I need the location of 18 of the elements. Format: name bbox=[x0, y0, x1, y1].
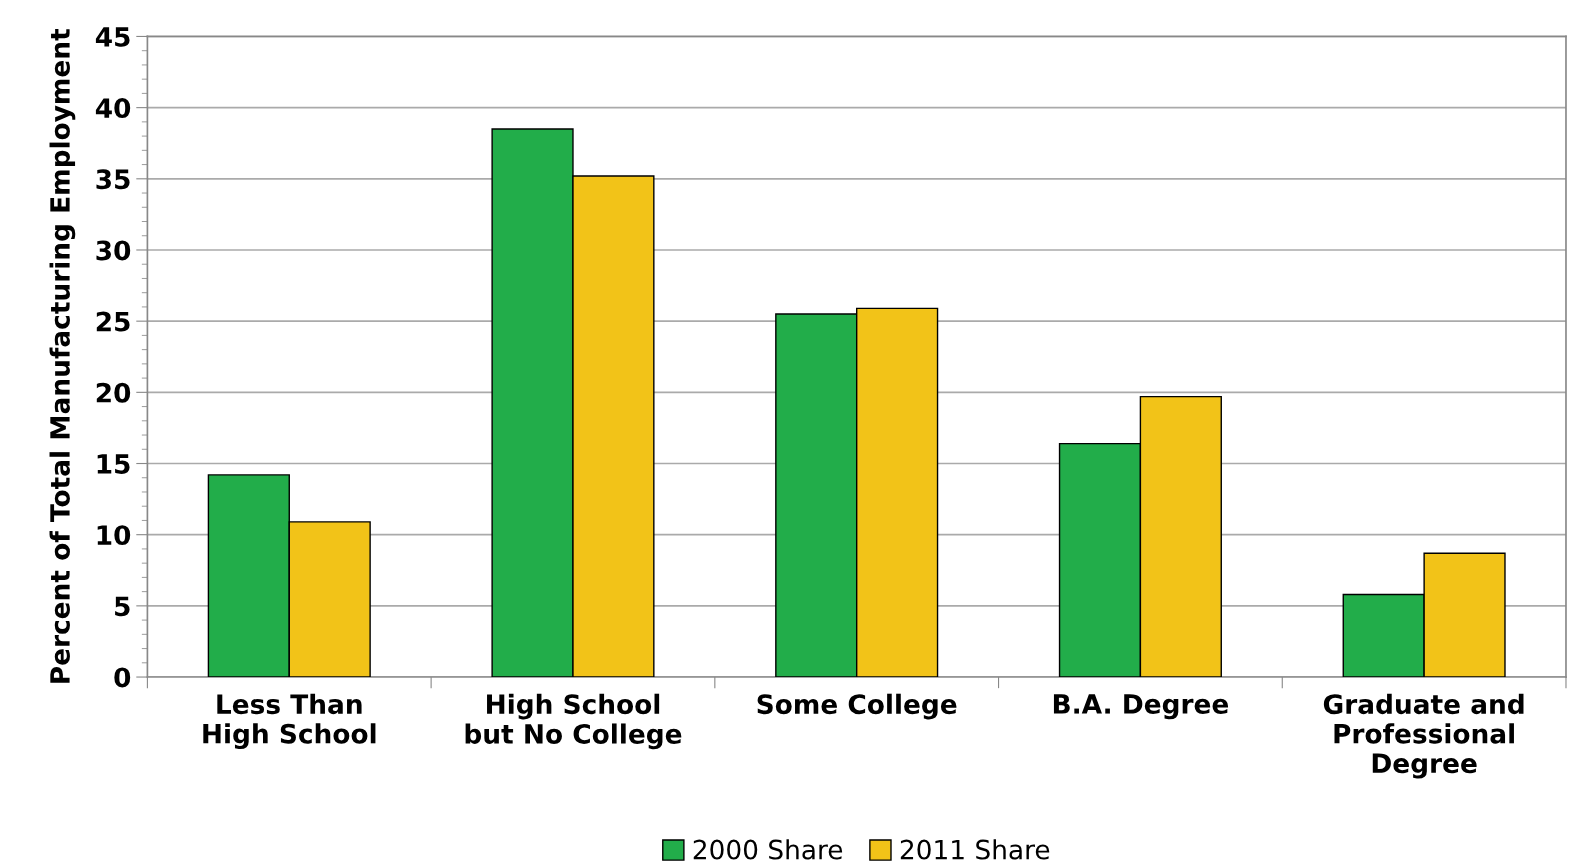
x-tick-label: B.A. Degree bbox=[1053, 694, 1229, 720]
x-tick-label: Graduate and Professional Degree bbox=[1323, 693, 1524, 779]
legend-label: 2000 Share bbox=[693, 839, 843, 860]
x-tick-label: Some College bbox=[757, 693, 957, 720]
y-axis-title: Percent of Total Manufacturing Employment bbox=[49, 28, 76, 683]
y-tick-label: 0 bbox=[114, 667, 131, 688]
y-tick-label: 20 bbox=[96, 382, 131, 403]
y-tick-label: 35 bbox=[96, 169, 130, 190]
y-tick-label: 5 bbox=[115, 596, 130, 617]
x-tick-label: Less Than High School bbox=[203, 693, 376, 749]
y-tick-label: 15 bbox=[97, 454, 130, 474]
x-tick-label: High School but No College bbox=[465, 693, 682, 750]
legend-label: 2011 Share bbox=[900, 839, 1050, 860]
y-tick-label: 25 bbox=[96, 311, 130, 332]
y-tick-label: 45 bbox=[95, 27, 130, 47]
y-tick-label: 10 bbox=[97, 525, 131, 546]
y-tick-label: 40 bbox=[95, 98, 131, 119]
y-tick-label: 30 bbox=[96, 240, 131, 261]
